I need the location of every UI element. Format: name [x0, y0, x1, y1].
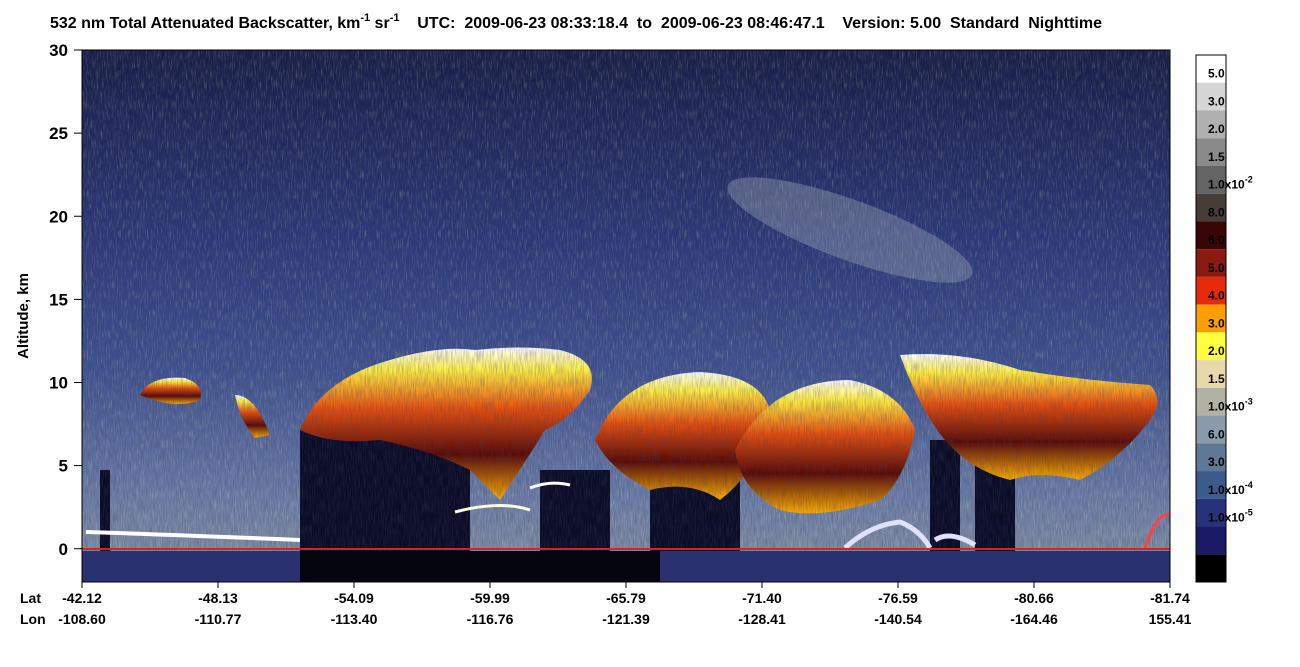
colorbar-label: 8.0	[1208, 205, 1225, 219]
x-tick-label: -116.76	[467, 611, 514, 627]
colorbar-swatch	[1196, 471, 1226, 499]
colorbar-label: 6.0	[1208, 233, 1225, 247]
colorbar-label: 1.5	[1208, 372, 1225, 386]
colorbar-label-text: 5.0	[1208, 261, 1225, 275]
colorbar-label: 5.0	[1208, 261, 1225, 275]
colorbar-label-text: 3.0	[1208, 455, 1225, 469]
x-tick-label: -140.54	[874, 611, 922, 627]
colorbar-label: 1.0x10-5	[1208, 508, 1253, 525]
y-tick-label: 25	[49, 124, 68, 143]
colorbar-label-text: 1.5	[1208, 150, 1225, 164]
x-tick-label: -108.60	[58, 611, 106, 627]
colorbar-swatch	[1196, 82, 1226, 111]
x-tick-label: -76.59	[878, 590, 918, 606]
colorbar-label: 1.5	[1208, 150, 1225, 164]
colorbar: 5.03.02.01.51.0x10-28.06.05.04.03.02.01.…	[1195, 54, 1253, 583]
colorbar-swatch	[1196, 443, 1226, 472]
colorbar-label-text: 6.0	[1208, 427, 1225, 441]
axes: 0 5 10 15 20 25 30 Altitude, km Lat -42.12 -48.13 -…	[15, 41, 1192, 627]
y-tick-label: 30	[49, 41, 68, 60]
colorbar-label-text: 1.5	[1208, 372, 1225, 386]
y-tick-label: 15	[49, 290, 68, 309]
colorbar-label-text: 3.0	[1208, 94, 1225, 108]
colorbar-swatch	[1196, 249, 1226, 277]
colorbar-label: 2.0	[1208, 344, 1225, 358]
colorbar-label: 1.0x10-2	[1208, 175, 1253, 192]
chart-title: 532 nm Total Attenuated Backscatter, km-…	[50, 12, 1102, 32]
title-sup: -1	[360, 12, 370, 24]
colorbar-label-sup: -3	[1245, 397, 1253, 407]
title-part: sr	[370, 15, 390, 32]
x-tick-label: -42.12	[62, 590, 102, 606]
colorbar-label-text: 2.0	[1208, 344, 1225, 358]
colorbar-label-text: 2.0	[1208, 122, 1225, 136]
colorbar-frame	[1195, 54, 1227, 583]
colorbar-swatch	[1196, 55, 1226, 83]
colorbar-label: 5.0	[1208, 67, 1225, 81]
colorbar-swatch	[1196, 498, 1226, 527]
colorbar-swatch	[1196, 387, 1226, 416]
colorbar-swatch	[1196, 554, 1226, 582]
colorbar-swatch	[1196, 276, 1226, 305]
x-tick-label: -65.79	[606, 590, 646, 606]
title-sup: -1	[390, 12, 400, 24]
x-tick-label: -121.39	[602, 611, 650, 627]
colorbar-swatch	[1196, 526, 1226, 555]
x-tick-label: -113.40	[331, 611, 378, 627]
colorbar-label: 6.0	[1208, 427, 1225, 441]
y-tick-label: 5	[59, 457, 68, 476]
y-tick-label: 0	[59, 540, 68, 559]
x-tick-label: -128.41	[738, 611, 786, 627]
colorbar-label-text: 1.0x10	[1208, 400, 1245, 414]
x-tick-label: -54.09	[334, 590, 374, 606]
x-tick-label: -80.66	[1014, 590, 1054, 606]
colorbar-label: 3.0	[1208, 94, 1225, 108]
title-text: 532 nm Total Attenuated Backscatter, km-…	[50, 12, 1102, 32]
y-tick-label: 20	[49, 207, 68, 226]
x-row-name: Lon	[20, 611, 46, 627]
colorbar-swatch	[1196, 304, 1226, 333]
colorbar-label-sup: -2	[1245, 175, 1253, 185]
colorbar-label: 2.0	[1208, 122, 1225, 136]
colorbar-label-sup: -4	[1245, 480, 1253, 490]
y-tick-label: 10	[49, 374, 68, 393]
colorbar-label-text: 3.0	[1208, 316, 1225, 330]
colorbar-swatch	[1196, 360, 1226, 388]
x-tick-label: -71.40	[742, 590, 782, 606]
colorbar-label: 1.0x10-3	[1208, 397, 1253, 414]
colorbar-label: 4.0	[1208, 289, 1225, 303]
colorbar-label-text: 6.0	[1208, 233, 1225, 247]
colorbar-label: 3.0	[1208, 455, 1225, 469]
x-tick-label: -48.13	[198, 590, 238, 606]
colorbar-swatch	[1196, 193, 1226, 222]
colorbar-label: 1.0x10-4	[1208, 480, 1253, 497]
x-tick-label: -110.77	[195, 611, 242, 627]
x-tick-label: 155.41	[1149, 611, 1192, 627]
title-part: 532 nm Total Attenuated Backscatter, km	[50, 15, 360, 32]
x-tick-label: -59.99	[470, 590, 510, 606]
colorbar-label: 3.0	[1208, 316, 1225, 330]
title-part: UTC: 2009-06-23 08:33:18.4 to 2009-06-23…	[399, 15, 1102, 32]
plot-image	[82, 50, 1170, 582]
colorbar-label-sup: -5	[1245, 508, 1253, 518]
colorbar-swatch	[1196, 138, 1226, 166]
colorbar-label-text: 1.0x10	[1208, 483, 1245, 497]
x-row-name: Lat	[20, 590, 41, 606]
x-tick-label: -81.74	[1150, 590, 1190, 606]
colorbar-label-text: 1.0x10	[1208, 511, 1245, 525]
colorbar-swatch	[1196, 332, 1226, 361]
colorbar-label-text: 4.0	[1208, 289, 1225, 303]
colorbar-label-text: 1.0x10	[1208, 178, 1245, 192]
colorbar-label-text: 5.0	[1208, 67, 1225, 81]
colorbar-swatch	[1196, 415, 1226, 444]
colorbar-label-text: 8.0	[1208, 205, 1225, 219]
y-axis-label: Altitude, km	[15, 273, 32, 359]
colorbar-swatch	[1196, 110, 1226, 139]
colorbar-swatch	[1196, 165, 1226, 194]
x-tick-label: -164.46	[1010, 611, 1058, 627]
colorbar-swatch	[1196, 221, 1226, 250]
